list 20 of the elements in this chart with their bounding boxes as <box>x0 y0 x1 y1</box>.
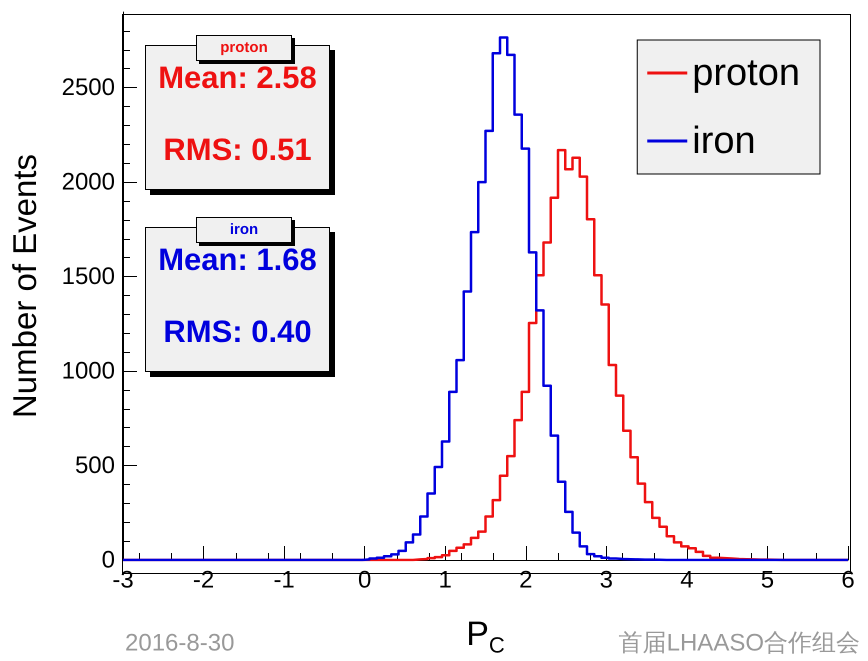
annotation: RMS: 0.40 <box>162 314 313 350</box>
y-axis-title: Number of Events <box>6 154 43 418</box>
annotation: Mean: 2.58 <box>157 60 318 96</box>
legend-label: iron <box>692 120 756 162</box>
y-tick-label: 1000 <box>62 358 115 385</box>
annotation: RMS: 0.51 <box>162 132 313 168</box>
annotation: proton <box>219 39 269 56</box>
y-tick-label: 2500 <box>62 74 115 102</box>
y-tick-label: 0 <box>102 546 115 574</box>
legend-label: proton <box>692 52 800 94</box>
text: 2016-8-30 <box>125 630 234 656</box>
stats-panel: proton Mean: 2.58 RMS: 0.51 <box>145 35 336 196</box>
y-tick-label: 1500 <box>62 263 115 290</box>
y-tick-label: 2000 <box>62 168 115 196</box>
x-tick-label: 5 <box>760 566 774 594</box>
stats-panel: iron Mean: 1.68 RMS: 0.40 <box>145 217 336 378</box>
annotation: iron <box>228 221 260 238</box>
annotation: Mean: 1.68 <box>157 242 318 278</box>
y-tick-label: 500 <box>74 452 115 480</box>
text: 首届LHAASO合作组会 <box>618 630 860 656</box>
